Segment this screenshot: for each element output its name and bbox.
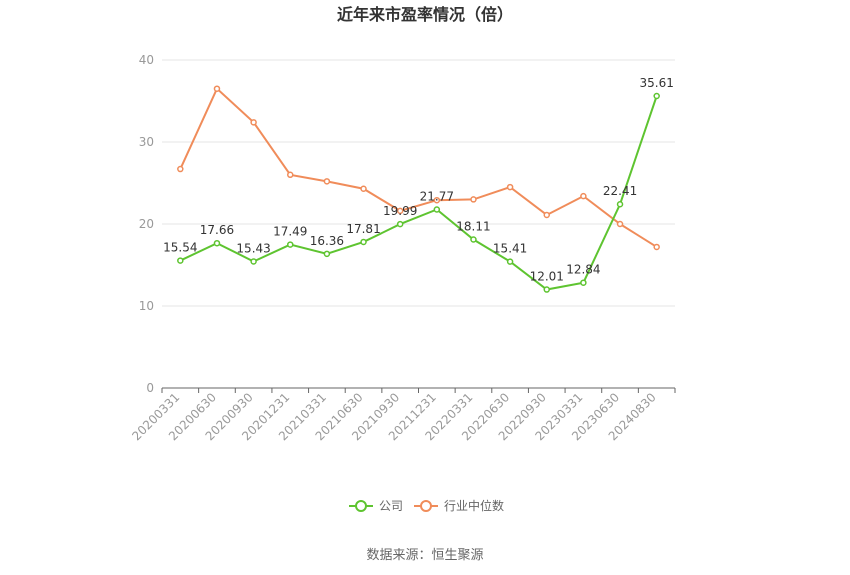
data-point-company [653, 92, 660, 100]
axis-layer: 0102030402020033120200630202009302020123… [129, 53, 676, 443]
series-line-industry-median [179, 87, 658, 248]
data-point-company [360, 238, 367, 246]
data-point-company [506, 258, 514, 265]
data-point-company [323, 250, 331, 258]
data-label-company: 17.81 [346, 222, 380, 236]
series-layer [177, 85, 660, 293]
legend: 公司 行业中位数 [349, 498, 504, 513]
y-tick-label: 0 [146, 381, 154, 395]
data-point-company [616, 200, 624, 208]
data-point-industry-median [396, 207, 404, 215]
data-label-company: 35.61 [639, 76, 673, 90]
data-source-note: 数据来源：恒生聚源 [366, 548, 483, 563]
data-point-industry-median [580, 192, 587, 200]
data-label-company: 22.41 [603, 184, 637, 198]
y-tick-label: 20 [139, 217, 154, 231]
data-point-company [250, 258, 257, 265]
data-label-company: 12.84 [566, 263, 600, 277]
data-label-company: 12.01 [530, 270, 564, 284]
y-tick-label: 10 [139, 299, 154, 313]
legend-marker-swatch [420, 500, 432, 512]
data-point-company [543, 286, 550, 293]
data-point-company [213, 239, 221, 247]
data-label-company: 17.49 [273, 225, 307, 239]
legend-label: 公司 [379, 499, 403, 513]
data-point-industry-median [470, 196, 477, 203]
data-point-industry-median [653, 243, 660, 251]
series-line-company [179, 95, 658, 291]
data-point-industry-median [250, 119, 257, 126]
data-point-industry-median [213, 85, 221, 92]
data-point-industry-median [616, 220, 624, 228]
data-point-industry-median [433, 196, 441, 204]
data-label-company: 15.41 [493, 242, 527, 256]
data-point-company [177, 257, 184, 264]
chart-title: 近年来市盈率情况（倍） [337, 5, 513, 24]
data-point-industry-median [287, 171, 294, 179]
data-label-company: 15.54 [163, 241, 197, 255]
data-point-company [396, 220, 404, 228]
data-point-industry-median [360, 185, 367, 192]
data-label-company: 19.99 [383, 204, 417, 218]
data-point-industry-median [543, 211, 550, 219]
y-tick-label: 40 [139, 53, 154, 67]
grid-layer [162, 59, 675, 307]
data-point-company [287, 241, 294, 248]
data-point-industry-median [506, 183, 514, 191]
data-point-company [433, 206, 441, 213]
legend-label: 行业中位数 [444, 498, 504, 513]
data-label-company: 18.11 [456, 219, 490, 233]
data-point-industry-median [177, 165, 184, 173]
y-tick-label: 30 [139, 135, 154, 149]
data-point-company [470, 236, 477, 243]
data-label-company: 16.36 [310, 234, 344, 248]
data-point-industry-median [323, 178, 331, 185]
legend-item-industry-median[interactable]: 行业中位数 [414, 498, 504, 513]
legend-item-company[interactable]: 公司 [349, 499, 403, 513]
data-point-company [580, 279, 587, 286]
data-label-company: 21.77 [420, 189, 454, 203]
label-layer: 15.5417.6615.4317.4916.3617.8119.9921.77… [163, 76, 674, 284]
data-label-company: 17.66 [200, 223, 234, 237]
data-label-company: 15.43 [236, 241, 270, 255]
legend-marker-swatch [355, 500, 367, 512]
